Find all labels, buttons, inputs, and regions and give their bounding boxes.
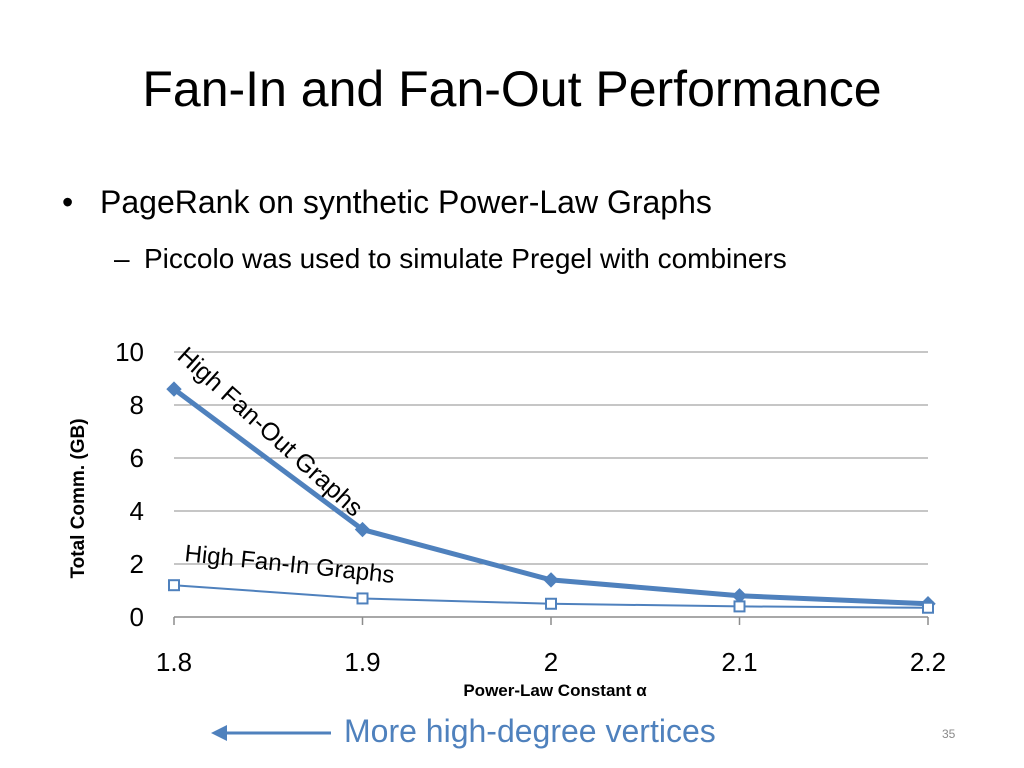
data-point <box>922 601 934 614</box>
x-tick-label: 2.2 <box>910 647 946 677</box>
subbullet-marker: – <box>114 243 130 274</box>
left-arrow-icon <box>211 725 331 741</box>
x-tick-label: 2 <box>544 647 558 677</box>
y-tick-label: 2 <box>130 549 144 579</box>
data-point <box>543 572 559 588</box>
data-point <box>354 521 371 538</box>
data-point <box>166 381 182 397</box>
slide-title: Fan-In and Fan-Out Performance <box>142 61 882 117</box>
series-label: High Fan-Out Graphs <box>172 342 368 523</box>
data-point <box>356 592 369 605</box>
x-tick-label: 1.8 <box>156 647 192 677</box>
page-number: 35 <box>942 727 956 741</box>
bullet-marker: • <box>62 184 74 220</box>
x-axis-title: Power-Law Constant α <box>463 681 647 700</box>
bullet-item: • PageRank on synthetic Power-Law Graphs <box>62 183 712 221</box>
y-tick-label: 4 <box>130 496 144 526</box>
x-tick-label: 1.9 <box>344 647 380 677</box>
subbullet-item: – Piccolo was used to simulate Pregel wit… <box>114 242 787 276</box>
data-point <box>168 579 180 592</box>
bullet-text: PageRank on synthetic Power-Law Graphs <box>100 184 712 220</box>
y-axis-title: Total Comm. (GB) <box>68 418 89 578</box>
x-tick-label: 2.1 <box>721 647 757 677</box>
y-tick-label: 6 <box>130 443 144 473</box>
y-tick-label: 10 <box>115 337 144 367</box>
data-point <box>545 597 557 610</box>
y-tick-label: 8 <box>130 390 144 420</box>
subbullet-text: Piccolo was used to simulate Pregel with… <box>144 243 787 274</box>
footer-caption: More high-degree vertices <box>344 713 716 749</box>
y-tick-label: 0 <box>130 602 144 632</box>
series-label: High Fan-In Graphs <box>183 540 395 589</box>
data-point <box>733 600 746 613</box>
